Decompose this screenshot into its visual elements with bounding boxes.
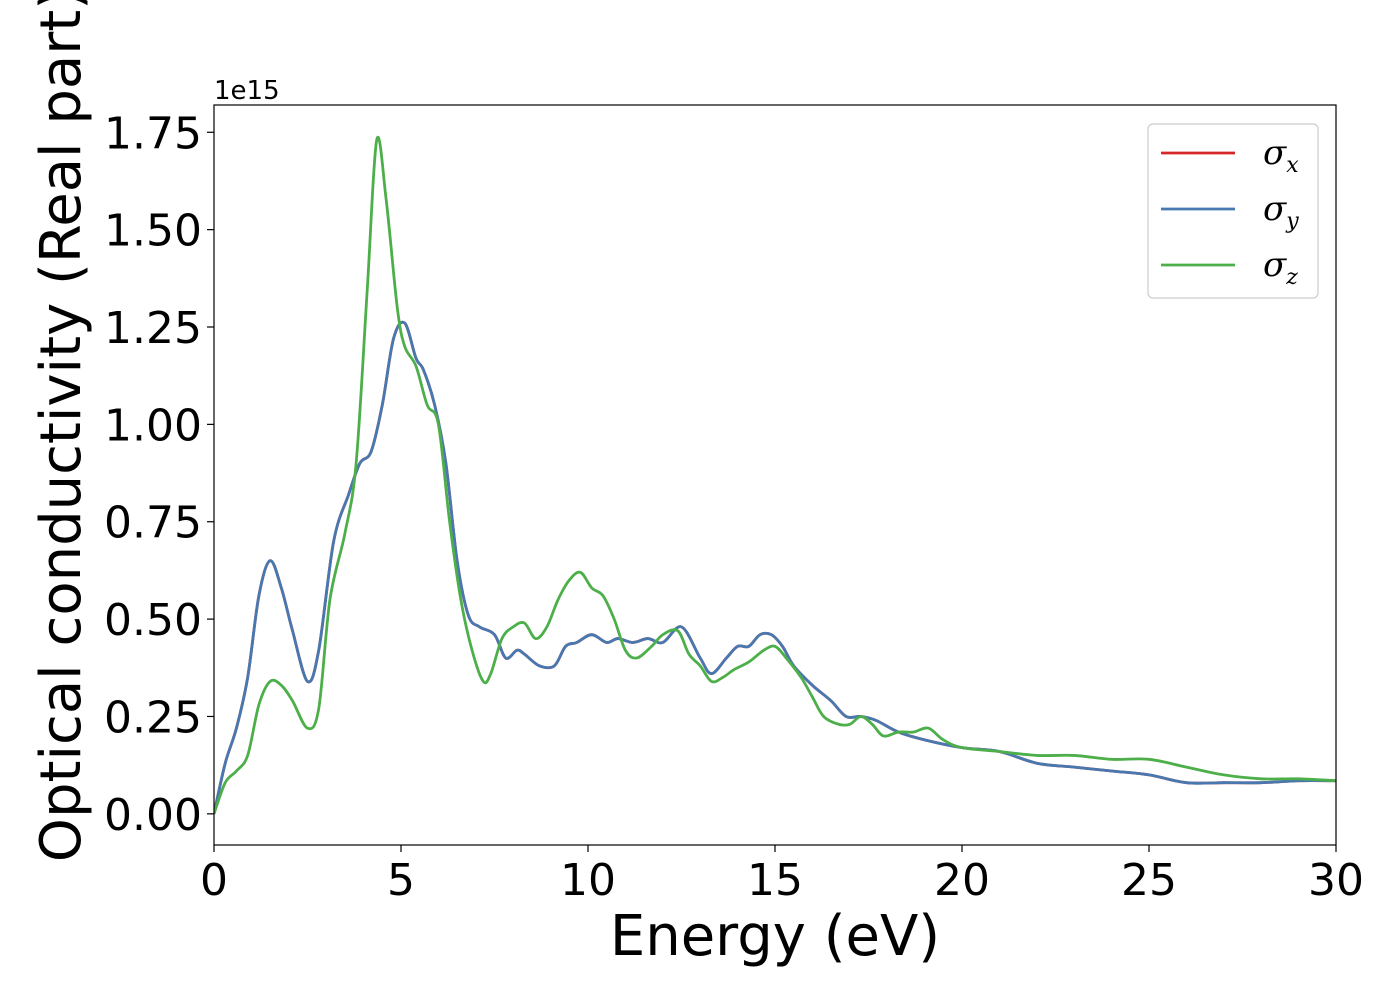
y-tick-label: 1.75 xyxy=(104,108,202,159)
legend-label-sigma-y: σy xyxy=(1263,189,1299,234)
y-tick-label: 1.25 xyxy=(104,303,202,354)
y-tick-label: 0.25 xyxy=(104,692,202,743)
series-line-sigma-z xyxy=(214,135,1336,815)
x-tick-label: 20 xyxy=(934,855,990,906)
x-axis-title: Energy (eV) xyxy=(610,904,940,969)
x-axis: 0 5 10 15 20 25 30 xyxy=(200,845,1364,906)
legend-label-sigma-z: σz xyxy=(1263,245,1298,290)
y-axis-offset-label: 1e15 xyxy=(214,76,280,106)
plot-lines-group xyxy=(214,135,1336,815)
y-tick-label: 1.50 xyxy=(104,206,202,257)
y-axis-title: Optical conductivity (Real part) xyxy=(29,0,94,862)
y-tick-label: 0.75 xyxy=(104,498,202,549)
x-tick-label: 0 xyxy=(200,855,228,906)
legend-label-sigma-x: σx xyxy=(1263,133,1299,178)
x-tick-label: 10 xyxy=(560,855,616,906)
y-tick-label: 0.00 xyxy=(104,790,202,841)
series-line-sigma-y xyxy=(214,320,1336,815)
legend: σx σy σz xyxy=(1147,123,1319,299)
y-tick-label: 1.00 xyxy=(104,400,202,451)
x-tick-label: 25 xyxy=(1121,855,1177,906)
y-tick-label: 0.50 xyxy=(104,595,202,646)
x-tick-label: 15 xyxy=(747,855,803,906)
y-axis: 0.00 0.25 0.50 0.75 1.00 1.25 1.50 1.75 xyxy=(104,108,214,841)
x-tick-label: 30 xyxy=(1308,855,1364,906)
x-tick-label: 5 xyxy=(387,855,415,906)
legend-box xyxy=(1147,123,1319,299)
